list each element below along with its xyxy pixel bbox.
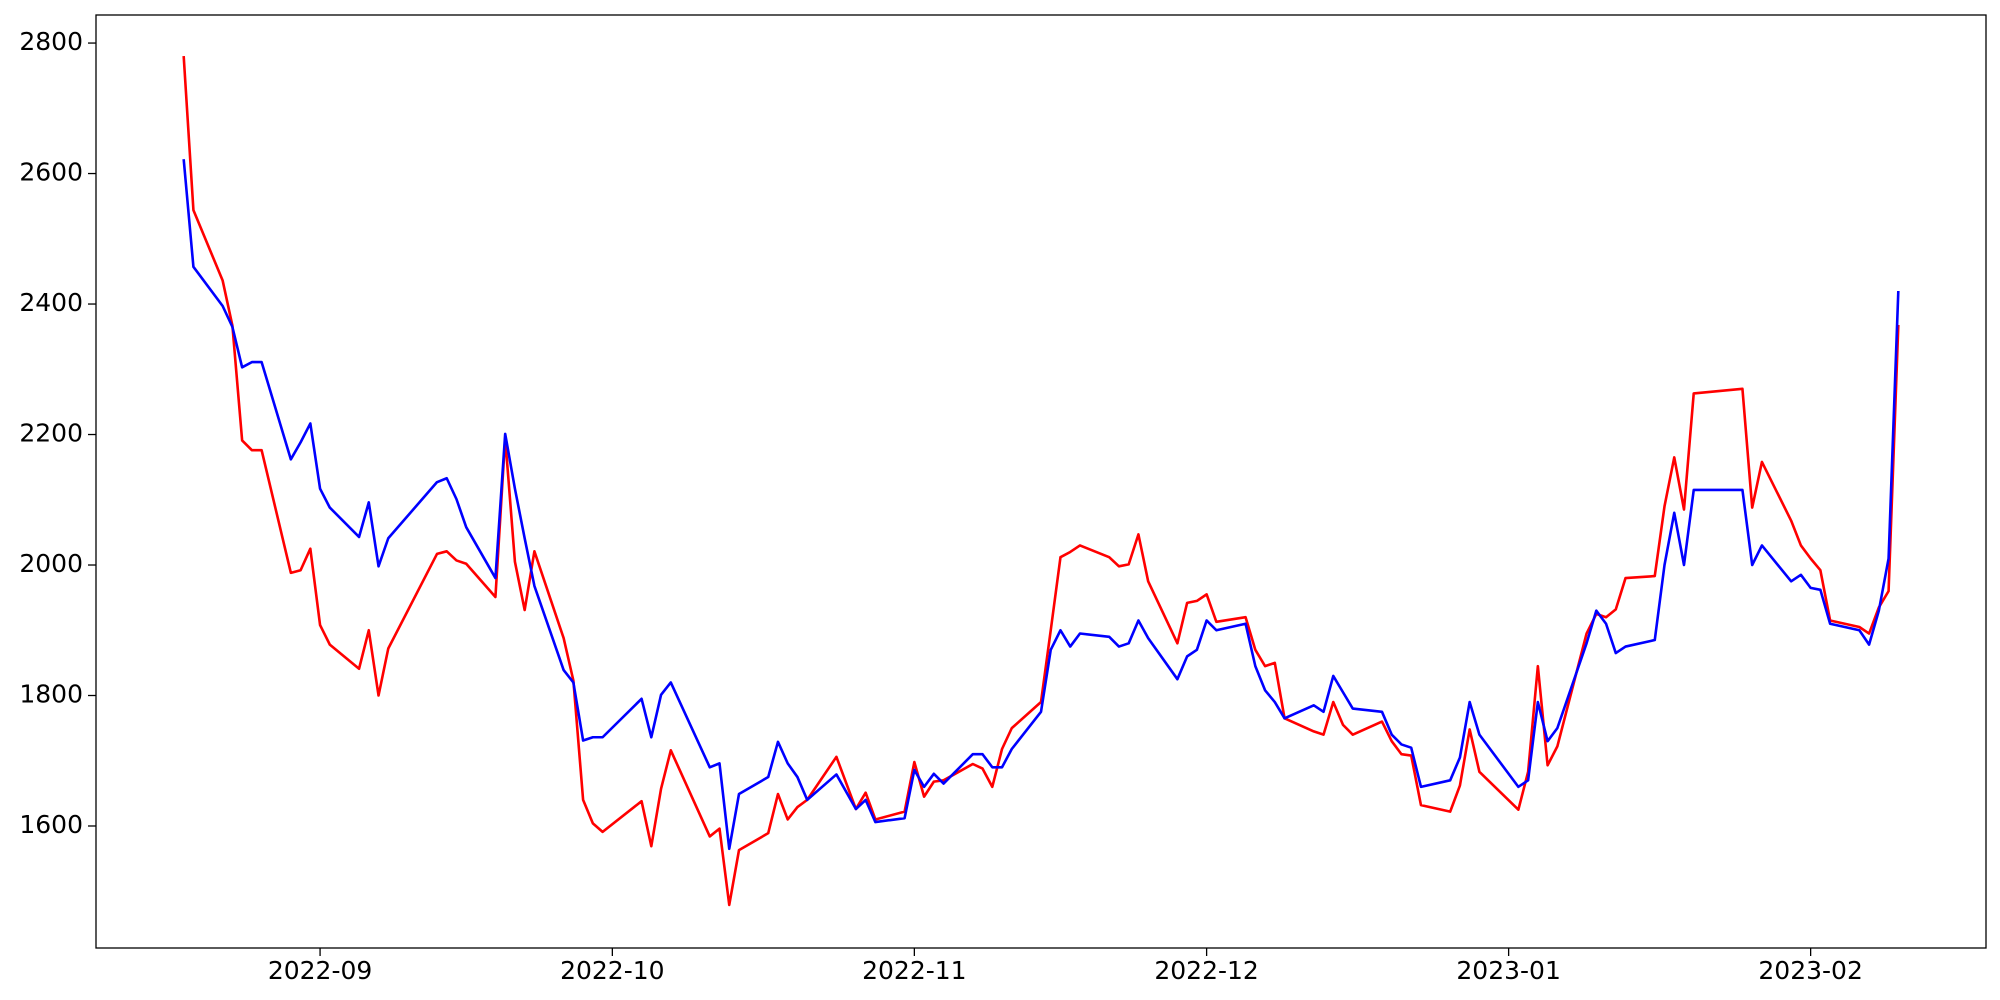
x-tick-label: 2023-01 bbox=[1456, 956, 1560, 985]
y-tick-label: 2000 bbox=[19, 549, 83, 578]
y-tick-label: 1600 bbox=[19, 810, 83, 839]
series-line bbox=[182, 56, 1900, 907]
y-tick-label: 2800 bbox=[19, 27, 83, 56]
series-line bbox=[182, 159, 1900, 851]
plot-frame bbox=[95, 14, 1987, 949]
y-tick-label: 2400 bbox=[19, 288, 83, 317]
x-tick-label: 2022-11 bbox=[862, 956, 966, 985]
x-tick-label: 2022-09 bbox=[268, 956, 372, 985]
y-tick-label: 2200 bbox=[19, 419, 83, 448]
x-tick-label: 2022-10 bbox=[560, 956, 664, 985]
y-tick-label: 1800 bbox=[19, 680, 83, 709]
x-tick-label: 2023-02 bbox=[1758, 956, 1862, 985]
y-tick-label: 2600 bbox=[19, 158, 83, 187]
x-tick-label: 2022-12 bbox=[1154, 956, 1258, 985]
